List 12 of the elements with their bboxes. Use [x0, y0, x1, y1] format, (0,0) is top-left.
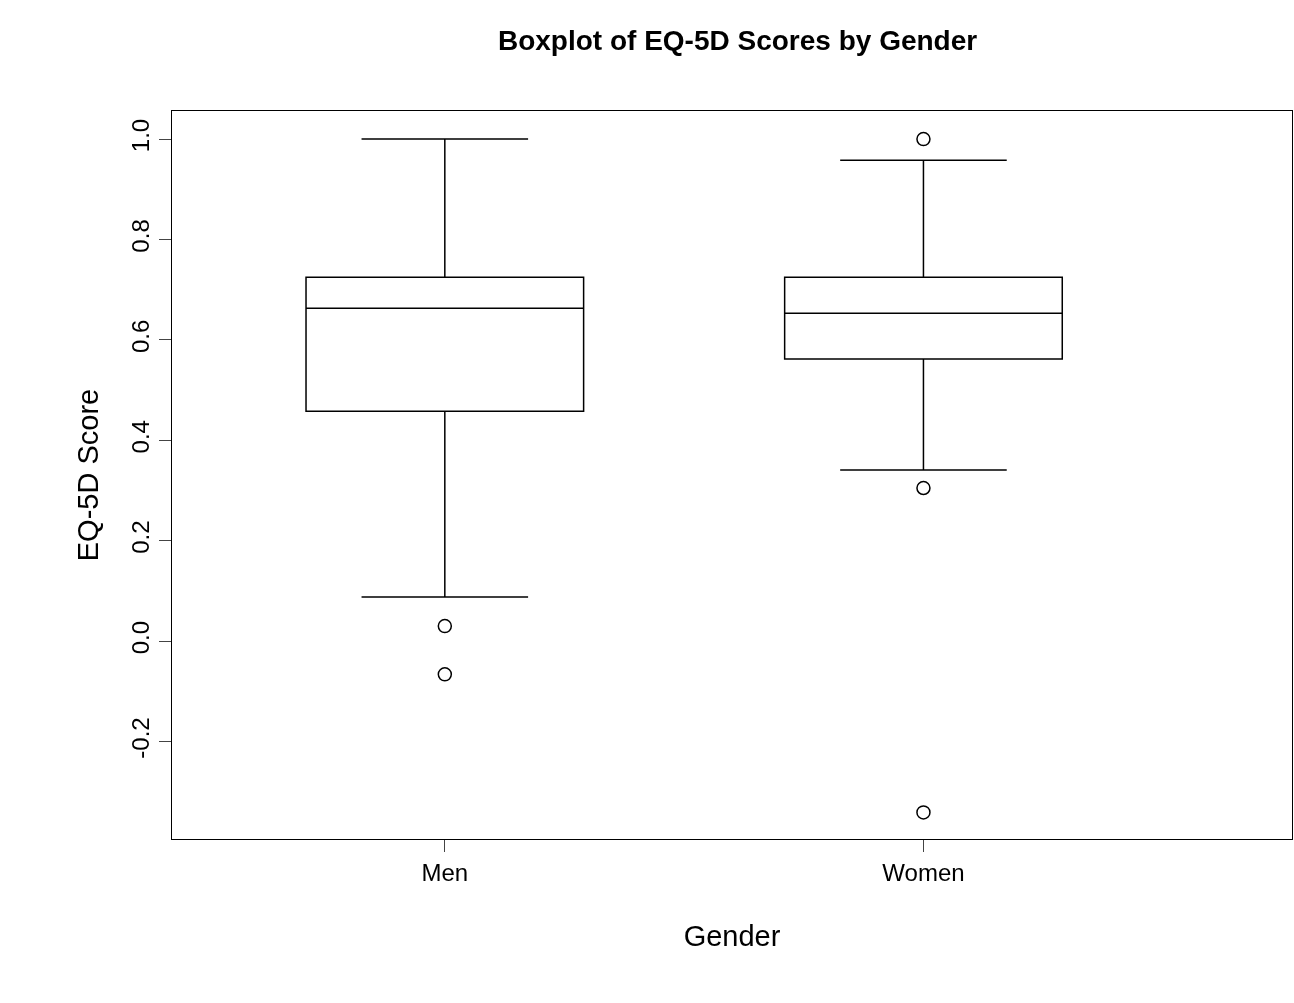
y-tick-label: 1.0: [127, 118, 155, 153]
chart-title: Boxplot of EQ-5D Scores by Gender: [497, 24, 978, 56]
x-tick-label: Women: [882, 858, 965, 886]
y-tick-label: 0.2: [127, 520, 155, 554]
y-tick-label: 0.4: [127, 420, 155, 454]
x-tick-label: Men: [421, 858, 469, 886]
y-tick-label: -0.2: [127, 717, 155, 759]
y-tick-label: 0.0: [127, 620, 155, 655]
x-axis-title: Gender: [683, 919, 781, 952]
y-tick-label: 0.8: [127, 219, 155, 253]
y-tick-label: 0.6: [127, 319, 155, 354]
y-axis-title: EQ-5D Score: [71, 388, 104, 562]
